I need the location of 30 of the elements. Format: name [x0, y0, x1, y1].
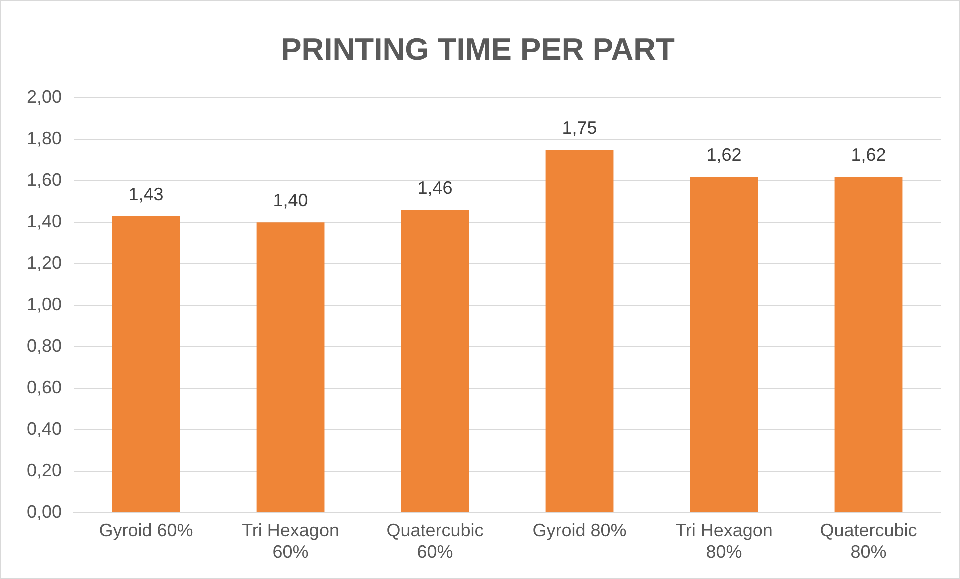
- x-tick-label: Quatercubic 80%: [820, 520, 918, 562]
- bar: [401, 210, 470, 512]
- bar: [834, 176, 903, 512]
- y-tick-label: 0,20: [26, 460, 62, 480]
- data-label: 1,40: [273, 190, 308, 211]
- data-label: 1,62: [706, 144, 742, 165]
- chart-title: PRINTING TIME PER PART: [281, 32, 675, 68]
- data-label: 1,62: [851, 144, 886, 165]
- data-label: 1,46: [418, 178, 453, 198]
- bar: [256, 222, 325, 512]
- x-tick-label: Tri Hexagon 60%: [242, 520, 340, 562]
- y-tick-label: 0,60: [26, 377, 62, 398]
- x-tick-label: Tri Hexagon 80%: [676, 520, 773, 562]
- x-tick-label: Quatercubic 60%: [386, 520, 484, 562]
- x-tick-label: Gyroid 80%: [532, 520, 627, 541]
- y-tick-label: 1,60: [26, 170, 62, 190]
- y-tick-label: 1,80: [26, 128, 62, 149]
- x-tick-label: Gyroid 60%: [99, 520, 194, 541]
- y-tick-label: 1,00: [26, 294, 62, 314]
- data-label: 1,43: [128, 184, 164, 204]
- y-tick-label: 1,20: [26, 253, 62, 274]
- y-tick-label: 0,00: [26, 502, 62, 522]
- bar: [690, 176, 758, 512]
- y-tick-label: 0,80: [26, 336, 62, 356]
- y-tick-label: 2,00: [26, 87, 62, 108]
- bar: [546, 150, 614, 512]
- y-tick-label: 1,40: [26, 212, 62, 232]
- data-label: 1,75: [562, 118, 598, 138]
- bar: [112, 216, 180, 512]
- y-tick-label: 0,40: [26, 418, 62, 439]
